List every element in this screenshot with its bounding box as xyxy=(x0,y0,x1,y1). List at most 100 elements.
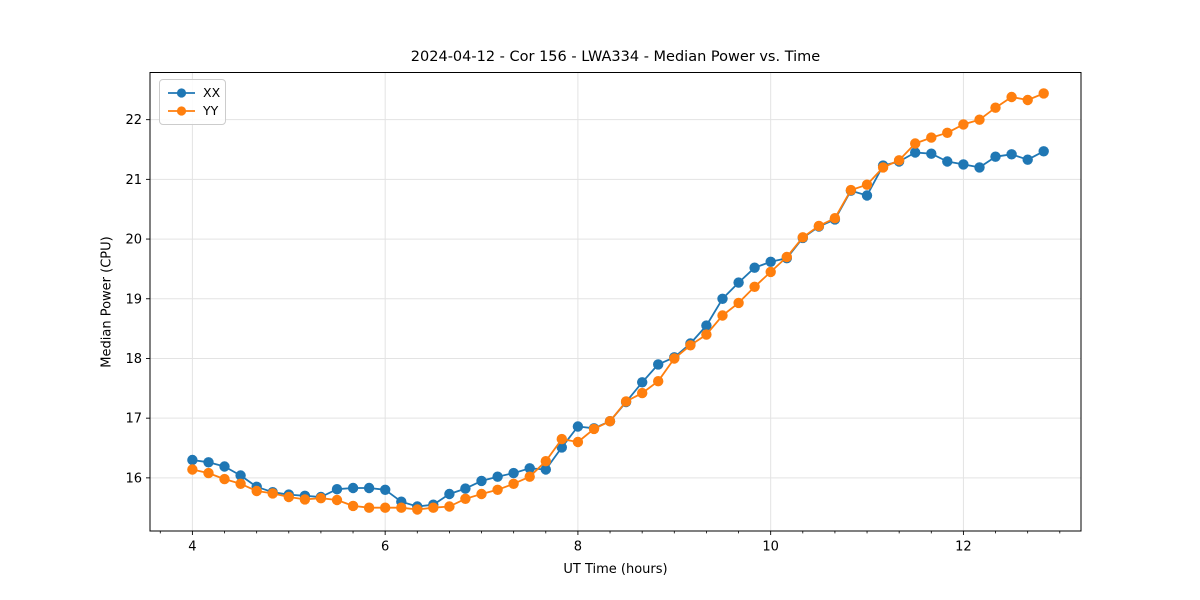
series-yy-marker xyxy=(861,179,873,190)
series-yy-marker xyxy=(283,491,294,503)
plot-border xyxy=(149,72,1082,532)
series-xx-marker xyxy=(187,454,198,466)
series-xx-marker xyxy=(235,470,246,481)
series-xx-marker xyxy=(958,159,969,170)
y-tick-label: 18 xyxy=(125,352,142,367)
y-tick-label: 20 xyxy=(125,233,142,248)
series-yy-marker xyxy=(363,502,375,513)
x-tick-label: 8 xyxy=(574,540,582,555)
legend-item-yy: YY xyxy=(167,102,219,120)
series-xx-marker xyxy=(556,442,567,453)
series-yy-marker xyxy=(347,500,359,512)
series-yy-marker xyxy=(958,119,969,130)
series-xx-marker xyxy=(910,147,921,158)
series-yy-marker xyxy=(492,484,503,495)
legend-item-xx: XX xyxy=(167,84,221,102)
series-xx-marker xyxy=(637,377,648,388)
y-tick-label: 19 xyxy=(125,292,142,307)
legend-marker-icon xyxy=(176,106,187,116)
series-yy-marker xyxy=(251,485,262,497)
series-yy-marker xyxy=(604,416,616,427)
series-yy-marker xyxy=(444,501,455,512)
x-tick-label: 6 xyxy=(381,540,389,555)
series-xx-marker xyxy=(926,148,937,159)
series-yy-marker xyxy=(396,502,407,513)
series-yy-marker xyxy=(765,266,776,278)
series-yy-marker xyxy=(380,502,391,513)
series-yy-marker xyxy=(460,493,471,504)
series-yy-marker xyxy=(974,114,985,125)
series-xx-marker xyxy=(331,484,343,495)
series-xx-marker xyxy=(572,421,584,432)
series-xx-marker xyxy=(444,488,455,500)
series-xx-marker xyxy=(460,483,471,494)
series-yy-marker xyxy=(588,423,600,435)
series-yy-marker xyxy=(637,387,648,399)
series-xx-marker xyxy=(363,482,375,494)
legend-line-sample-xx xyxy=(168,88,195,98)
series-yy-marker xyxy=(1038,88,1049,99)
x-tick-label: 4 xyxy=(188,540,196,555)
series-xx-marker xyxy=(717,293,728,304)
series-xx-marker xyxy=(765,256,776,267)
series-xx-marker xyxy=(653,359,664,370)
legend-marker-icon xyxy=(176,88,187,98)
series-yy-marker xyxy=(524,471,535,482)
series-yy-marker xyxy=(701,329,712,340)
series-yy-marker xyxy=(620,396,632,407)
series-yy-marker xyxy=(781,251,792,263)
series-xx-marker xyxy=(990,151,1001,162)
series-yy-marker xyxy=(1006,91,1017,103)
series-yy-marker xyxy=(508,478,519,489)
series-yy-marker xyxy=(717,310,728,321)
series-yy-marker xyxy=(315,493,327,504)
series-yy-marker xyxy=(685,340,696,351)
series-yy-marker xyxy=(540,456,551,467)
series-yy-marker xyxy=(1022,94,1033,106)
series-xx-marker xyxy=(1038,146,1049,157)
legend-line-sample-yy xyxy=(168,106,195,116)
series-xx-marker xyxy=(1006,149,1017,160)
legend-label-xx: XX xyxy=(203,84,221,100)
series-yy-marker xyxy=(797,232,808,243)
series-xx-marker xyxy=(749,262,760,273)
series-yy-marker xyxy=(942,127,953,138)
series-xx-marker xyxy=(524,463,535,474)
y-tick-label: 21 xyxy=(125,173,142,188)
series-yy-marker xyxy=(235,478,246,489)
y-tick-label: 17 xyxy=(125,412,142,427)
series-xx-marker xyxy=(380,484,391,495)
series-yy-marker xyxy=(572,436,584,448)
series-yy-marker xyxy=(653,376,664,387)
series-xx-marker xyxy=(942,156,953,167)
y-axis-label: Median Power (CPU) xyxy=(99,236,115,368)
series-yy-marker xyxy=(412,504,423,515)
series-xx-marker xyxy=(476,475,487,487)
series-yy-marker xyxy=(556,433,567,445)
series-yy-marker xyxy=(877,162,889,173)
legend-label-yy: YY xyxy=(203,102,219,118)
x-tick-label: 12 xyxy=(955,540,972,555)
series-yy-marker xyxy=(476,488,487,500)
series-yy-marker xyxy=(926,132,937,143)
series-yy-marker xyxy=(749,281,760,292)
series-xx-marker xyxy=(219,461,230,472)
x-axis-label: UT Time (hours) xyxy=(563,562,668,577)
series-yy-marker xyxy=(910,138,921,149)
series-xx-marker xyxy=(203,457,214,468)
series-yy-marker xyxy=(990,102,1001,113)
series-yy-marker xyxy=(845,184,857,196)
y-tick-label: 22 xyxy=(125,113,142,128)
legend: XX YY xyxy=(159,79,226,125)
series-xx-line xyxy=(191,150,1045,508)
series-xx-marker xyxy=(733,277,744,288)
series-xx-marker xyxy=(974,162,985,173)
series-xx-marker xyxy=(861,190,873,201)
series-yy-marker xyxy=(893,155,905,166)
series-xx-marker xyxy=(492,471,503,482)
series-yy-marker xyxy=(203,467,214,479)
series-yy-marker xyxy=(187,464,198,475)
series-xx-marker xyxy=(540,464,551,475)
series-yy-marker xyxy=(219,473,230,485)
